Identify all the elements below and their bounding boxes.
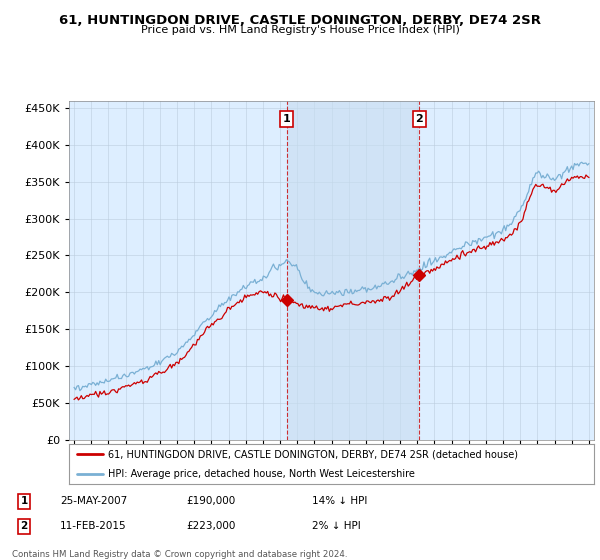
Text: HPI: Average price, detached house, North West Leicestershire: HPI: Average price, detached house, Nort… (109, 469, 415, 479)
Text: 2: 2 (20, 521, 28, 531)
Text: 2% ↓ HPI: 2% ↓ HPI (312, 521, 361, 531)
Text: Contains HM Land Registry data © Crown copyright and database right 2024.
This d: Contains HM Land Registry data © Crown c… (12, 550, 347, 560)
Text: 61, HUNTINGDON DRIVE, CASTLE DONINGTON, DERBY, DE74 2SR: 61, HUNTINGDON DRIVE, CASTLE DONINGTON, … (59, 14, 541, 27)
Text: 11-FEB-2015: 11-FEB-2015 (60, 521, 127, 531)
Text: 1: 1 (20, 496, 28, 506)
Bar (287, 101, 419, 440)
Text: 14% ↓ HPI: 14% ↓ HPI (312, 496, 367, 506)
Text: 1: 1 (283, 114, 290, 124)
Text: Price paid vs. HM Land Registry's House Price Index (HPI): Price paid vs. HM Land Registry's House … (140, 25, 460, 35)
Text: £223,000: £223,000 (186, 521, 235, 531)
Text: 61, HUNTINGDON DRIVE, CASTLE DONINGTON, DERBY, DE74 2SR (detached house): 61, HUNTINGDON DRIVE, CASTLE DONINGTON, … (109, 449, 518, 459)
Text: 25-MAY-2007: 25-MAY-2007 (60, 496, 127, 506)
Text: £190,000: £190,000 (186, 496, 235, 506)
Text: 2: 2 (415, 114, 423, 124)
